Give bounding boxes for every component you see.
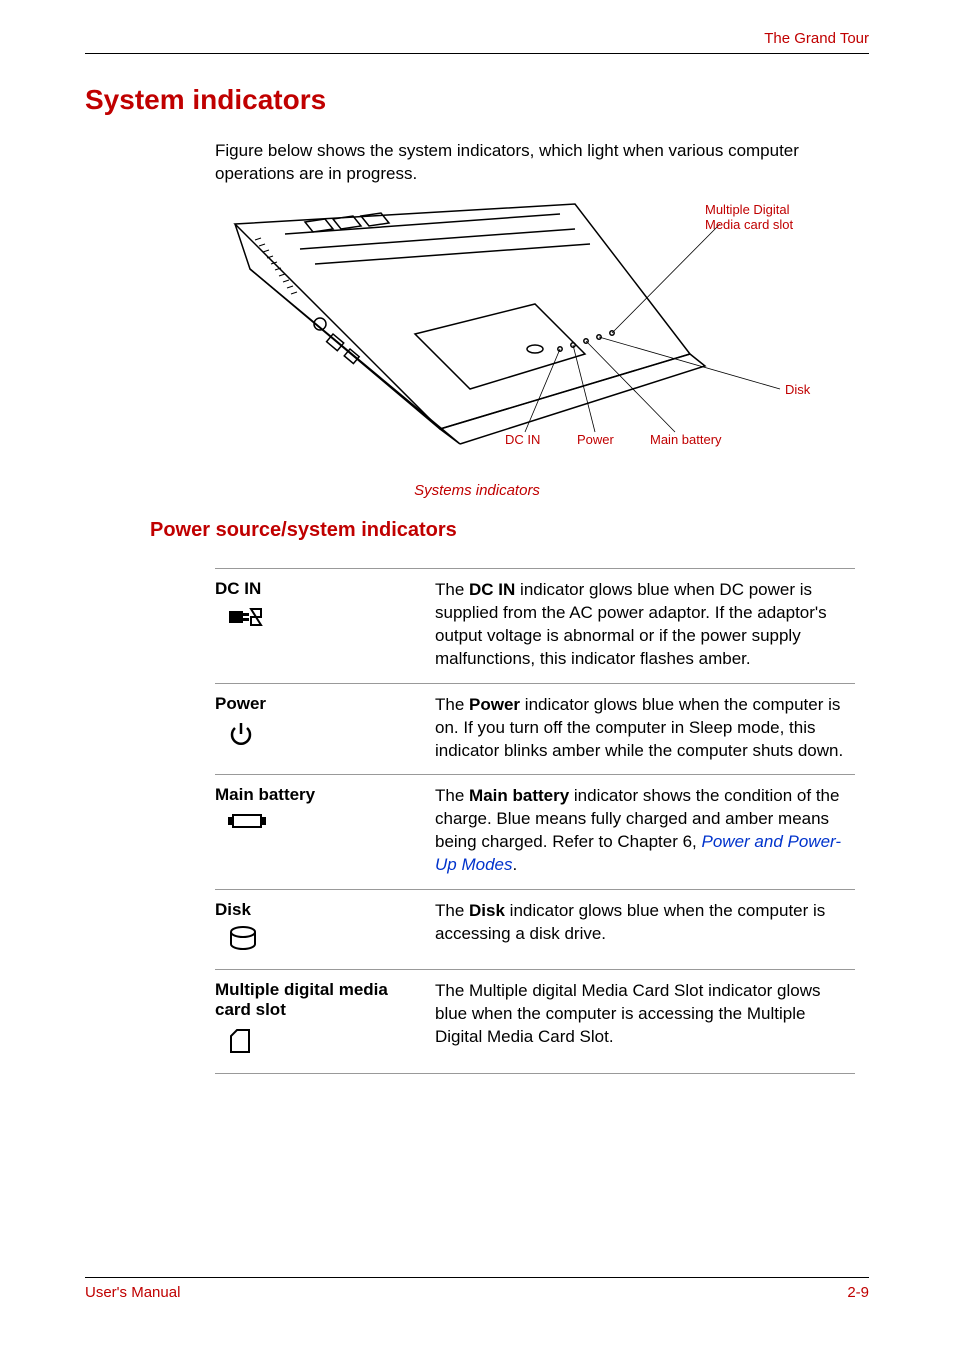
row-label: Main battery [215,785,415,805]
figure-label-mdms2: Media card slot [705,217,793,232]
header-section: The Grand Tour [85,30,869,47]
page-title: System indicators [85,84,869,116]
row-label: DC IN [215,579,415,599]
figure-label-mdms1: Multiple Digital [705,202,790,217]
table-row: Disk The Disk indicator glows blue when … [215,890,855,970]
figure-label-disk: Disk [785,382,810,398]
figure-label-mainbat: Main battery [650,432,722,448]
figure-label-dcin: DC IN [505,432,540,448]
subtitle: Power source/system indicators [150,519,869,542]
footer: User's Manual 2-9 [85,1277,869,1301]
indicator-table: DC IN The DC IN indicator glows blue whe… [215,568,855,1074]
table-row: DC IN The DC IN indicator glows blue whe… [215,568,855,684]
table-row: Main battery The Main battery indicator … [215,775,855,890]
power-icon [227,720,415,753]
table-row: Power The Power indicator glows blue whe… [215,684,855,776]
row-desc: The Multiple digital Media Card Slot ind… [435,980,855,1061]
row-desc: The Main battery indicator shows the con… [435,785,855,877]
row-label: Power [215,694,415,714]
footer-left: User's Manual [85,1284,180,1301]
card-icon [227,1026,415,1061]
row-label: Disk [215,900,415,920]
dcin-icon [227,605,415,634]
disk-icon [227,926,415,957]
intro-text: Figure below shows the system indicators… [215,140,869,186]
row-desc: The DC IN indicator glows blue when DC p… [435,579,855,671]
footer-rule [85,1277,869,1278]
footer-right: 2-9 [847,1284,869,1301]
row-desc: The Disk indicator glows blue when the c… [435,900,855,957]
row-desc: The Power indicator glows blue when the … [435,694,855,763]
figure-caption: Systems indicators [85,482,869,499]
table-row: Multiple digital media card slot The Mul… [215,970,855,1074]
battery-icon [227,811,415,836]
row-label: Multiple digital media card slot [215,980,415,1020]
figure-label-power: Power [577,432,614,448]
header-rule [85,53,869,54]
figure: Multiple Digital Media card slot Disk DC… [215,194,835,454]
